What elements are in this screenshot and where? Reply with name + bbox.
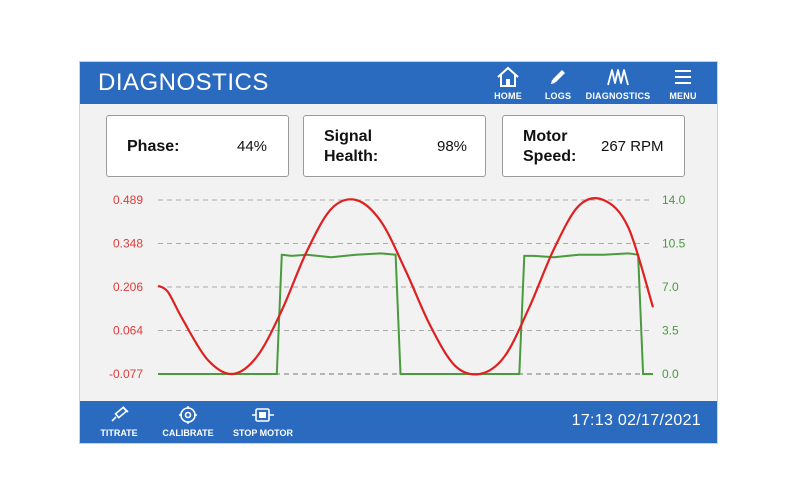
hamburger-menu-icon	[675, 70, 691, 84]
left-axis-tick-label: 0.064	[113, 324, 143, 338]
chart-series	[157, 197, 655, 376]
signal-health-value: 98%	[437, 138, 468, 155]
datetime-display: 17:13 02/17/2021	[571, 412, 701, 429]
home-icon	[497, 66, 519, 87]
nav-diagnostics-button[interactable]: DIAGNOSTICS	[583, 62, 653, 104]
nav-diagnostics-label: DIAGNOSTICS	[585, 91, 651, 101]
right-axis-tick-label: 7.0	[662, 280, 679, 294]
pencil-icon	[551, 70, 565, 84]
chart-grid	[158, 199, 653, 375]
titrate-button[interactable]: TITRATE	[94, 401, 144, 443]
stop-motor-label: STOP MOTOR	[232, 428, 293, 438]
nav-home-button[interactable]: HOME	[488, 62, 528, 104]
motor-speed-label-line2: Speed:	[523, 148, 577, 165]
motor-speed-value: 267 RPM	[601, 138, 664, 155]
right-axis-ticks: 14.0 10.5 7.0 3.5 0.0	[662, 193, 686, 381]
left-axis-tick-label: 0.348	[113, 237, 143, 251]
right-axis-tick-label: 3.5	[662, 324, 679, 338]
motor-speed-card: Motor Speed: 267 RPM	[502, 115, 685, 177]
top-bar: DIAGNOSTICS HOME LOGS DIAGNOSTICS	[80, 62, 717, 104]
signal-health-card: Signal Health: 98%	[303, 115, 486, 177]
left-axis-tick-label: -0.077	[109, 367, 143, 381]
nav-menu-label: MENU	[669, 91, 697, 101]
device-screen: DIAGNOSTICS HOME LOGS DIAGNOSTICS	[80, 62, 717, 443]
target-icon	[179, 406, 197, 424]
nav-home-label: HOME	[494, 91, 522, 101]
nav-menu-button[interactable]: MENU	[664, 62, 702, 104]
square-wave-series	[158, 252, 653, 375]
left-axis-ticks: 0.489 0.348 0.206 0.064 -0.077	[109, 193, 143, 381]
left-axis-tick-label: 0.489	[113, 193, 143, 207]
phase-value: 44%	[237, 138, 268, 155]
motor-speed-label-line1: Motor	[523, 128, 568, 145]
sine-wave-series	[157, 197, 655, 376]
phase-card: Phase: 44%	[106, 115, 289, 177]
bottom-bar: TITRATE CALIBRATE STOP MOTOR 17:13 02/17…	[80, 401, 717, 443]
page-title: DIAGNOSTICS	[98, 69, 269, 96]
titrate-label: TITRATE	[100, 428, 138, 438]
calibrate-button[interactable]: CALIBRATE	[158, 401, 218, 443]
stop-motor-button[interactable]: STOP MOTOR	[228, 401, 298, 443]
right-axis-tick-label: 14.0	[662, 193, 686, 207]
waveform-icon	[607, 69, 629, 86]
right-axis-tick-label: 0.0	[662, 367, 679, 381]
nav-logs-label: LOGS	[544, 91, 572, 101]
diagnostics-chart: 0.489 0.348 0.206 0.064 -0.077 14.0 10.5 7.0 3.…	[109, 193, 686, 381]
nav-logs-button[interactable]: LOGS	[538, 62, 578, 104]
left-axis-tick-label: 0.206	[113, 280, 143, 294]
signal-health-label-line1: Signal	[324, 128, 373, 145]
syringe-icon	[111, 406, 129, 422]
phase-label: Phase:	[127, 138, 180, 155]
right-axis-tick-label: 10.5	[662, 237, 686, 251]
calibrate-label: CALIBRATE	[162, 428, 214, 438]
motor-icon	[252, 408, 274, 422]
signal-health-label-line2: Health:	[324, 148, 379, 165]
